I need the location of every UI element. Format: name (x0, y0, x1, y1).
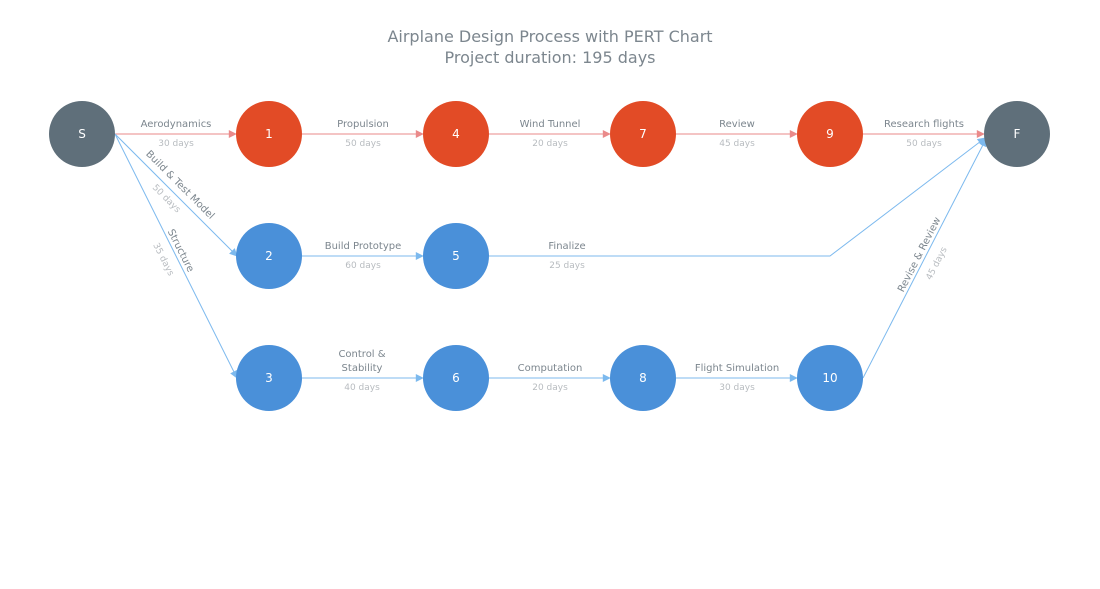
node-label: 7 (639, 127, 647, 141)
node-7[interactable] (610, 101, 676, 167)
task-name: Research flights (884, 119, 964, 130)
task-edge-finalize[interactable] (489, 137, 986, 257)
node-label: 4 (452, 127, 460, 141)
node-1[interactable] (236, 101, 302, 167)
task-name: Finalize (548, 241, 585, 252)
task-label-group: Review 45 days (719, 119, 755, 149)
task-name: Control & (338, 349, 385, 360)
task-name: Propulsion (337, 119, 389, 130)
task-duration: 20 days (532, 139, 568, 149)
task-name: Build Prototype (325, 241, 402, 252)
task-label-group: Computation 20 days (518, 363, 583, 393)
task-duration: 25 days (549, 261, 585, 271)
task-duration: 30 days (719, 383, 755, 393)
node-label: F (1014, 127, 1021, 141)
node-label: 9 (826, 127, 834, 141)
chart-subtitle: Project duration: 195 days (444, 48, 655, 67)
task-label-group: Aerodynamics 30 days (141, 119, 212, 149)
node-label: S (78, 127, 86, 141)
task-edge-structure[interactable] (114, 133, 238, 379)
task-name: Aerodynamics (141, 119, 212, 130)
node-s[interactable] (49, 101, 115, 167)
task-duration: 45 days (719, 139, 755, 149)
task-label-group: Build Prototype 60 days (325, 241, 402, 271)
task-duration: 40 days (344, 383, 380, 393)
node-label: 8 (639, 371, 647, 385)
task-duration: 20 days (532, 383, 568, 393)
node-label: 2 (265, 249, 273, 263)
node-label: 10 (822, 371, 837, 385)
node-2[interactable] (236, 223, 302, 289)
node-3[interactable] (236, 345, 302, 411)
task-label-group: Propulsion 50 days (337, 119, 389, 149)
task-label-group: Finalize 25 days (548, 241, 585, 271)
task-duration: 30 days (158, 139, 194, 149)
node-10[interactable] (797, 345, 863, 411)
node-label: 3 (265, 371, 273, 385)
task-name: Stability (342, 363, 383, 374)
task-name: Flight Simulation (695, 363, 779, 374)
task-name: Review (719, 119, 755, 130)
task-label-group: Research flights 50 days (884, 119, 964, 149)
node-6[interactable] (423, 345, 489, 411)
task-duration: 50 days (906, 139, 942, 149)
task-label-group: Wind Tunnel 20 days (520, 119, 581, 149)
node-label: 5 (452, 249, 460, 263)
task-duration: 50 days (345, 139, 381, 149)
task-duration: 60 days (345, 261, 381, 271)
edges-layer (114, 130, 987, 382)
node-8[interactable] (610, 345, 676, 411)
node-9[interactable] (797, 101, 863, 167)
node-label: 1 (265, 127, 273, 141)
task-edge-revise-and-review[interactable] (862, 138, 987, 379)
node-5[interactable] (423, 223, 489, 289)
node-4[interactable] (423, 101, 489, 167)
node-f[interactable] (984, 101, 1050, 167)
nodes-layer: S 1 4 7 9 F 2 5 3 6 8 10 (49, 101, 1050, 411)
task-name: Computation (518, 363, 583, 374)
task-edge-build-and-test-model[interactable] (114, 133, 238, 257)
chart-title: Airplane Design Process with PERT Chart (387, 27, 712, 46)
task-name: Wind Tunnel (520, 119, 581, 130)
task-label-group: Control & Stability 40 days (338, 349, 385, 393)
task-label-group: Flight Simulation 30 days (695, 363, 779, 393)
node-label: 6 (452, 371, 460, 385)
